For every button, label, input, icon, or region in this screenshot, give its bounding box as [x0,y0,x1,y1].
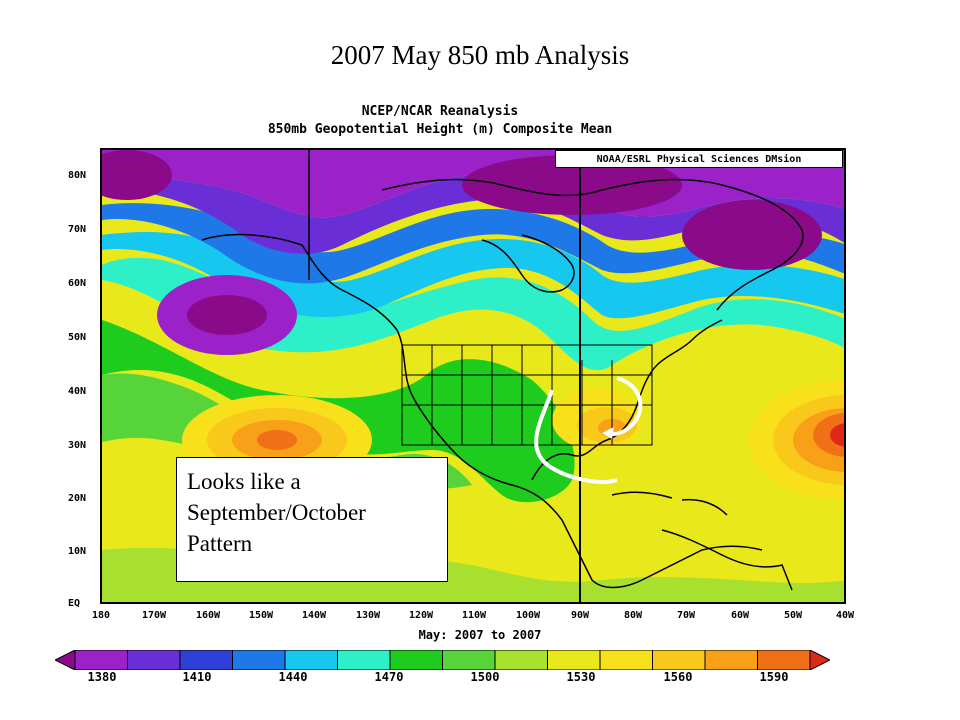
hudson-bay-coastline [481,234,575,293]
lon-label-120w: 120W [408,610,434,621]
data-credit: NOAA/ESRL Physical Sciences DMsion [555,150,843,168]
colorbar-swatch [179,650,233,670]
lon-label-50w: 50W [783,610,803,621]
lat-label-10n: 10N [68,546,87,557]
colorbar-swatch [74,650,128,670]
annotation-line-1: Looks like a [187,469,301,494]
lon-label-150w: 150W [248,610,274,621]
lat-label-eq: EQ [68,598,81,609]
colorbar-swatch [704,650,758,670]
lon-label-70w: 70W [676,610,696,621]
lon-label-180: 180 [91,610,111,621]
annotation-box: Looks like a September/October Pattern [176,457,448,582]
polar-low-center [462,155,682,215]
map-header-source: NCEP/NCAR Reanalysis [361,104,519,119]
colorbar-swatches [55,650,830,670]
lon-label-140w: 140W [301,610,327,621]
colorbar-swatch [337,650,391,670]
colorbar-label-1440: 1440 [278,670,308,684]
colorbar-label-1500: 1500 [470,670,500,684]
ridge-arrowhead [602,427,614,439]
colorbar-swatch [389,650,443,670]
lat-label-60n: 60N [68,278,87,289]
lon-label-110w: 110W [461,610,487,621]
colorbar-swatch [442,650,496,670]
colorbar-swatch [55,650,76,670]
us-state-boundaries [401,344,653,446]
lon-label-60w: 60W [730,610,750,621]
period-label: May: 2007 to 2007 [418,628,542,642]
lon-label-80w: 80W [623,610,643,621]
pacific-high-center [257,430,297,450]
arctic-coastline [381,178,804,311]
south-america-coastline [661,529,793,591]
colorbar-label-1560: 1560 [663,670,693,684]
colorbar-label-1530: 1530 [566,670,596,684]
us-states-outline [401,344,653,446]
annotation-line-3: Pattern [187,531,253,556]
colorbar-label-1380: 1380 [87,670,117,684]
labrador-low-center [682,200,822,270]
colorbar-swatch [284,650,338,670]
annotation-line-2: September/October [187,500,366,525]
colorbar-swatch [232,650,286,670]
colorbar-swatch [599,650,653,670]
violet-height-band [102,173,844,254]
lon-label-170w: 170W [141,610,167,621]
bermuda-high-core [813,413,844,457]
colorbar-label-1470: 1470 [374,670,404,684]
lat-label-40n: 40N [68,386,87,397]
coastlines [201,178,804,591]
lat-label-50n: 50N [68,332,87,343]
bermuda-high-center [830,423,844,447]
colorbar-swatch [652,650,706,670]
lat-label-20n: 20N [68,493,87,504]
caribbean-islands [611,491,728,516]
colorbar-swatch [494,650,548,670]
lat-label-80n: 80N [68,170,87,181]
lon-label-40w: 40W [835,610,855,621]
trough-arrow [534,389,618,484]
lon-label-160w: 160W [195,610,221,621]
colorbar-swatch [127,650,181,670]
gulf-of-alaska-low-center [187,295,267,335]
aqua-height-band [102,257,844,371]
blue-height-band [102,203,844,284]
lat-label-30n: 30N [68,440,87,451]
pacific-coastline [201,233,643,589]
lon-label-100w: 100W [515,610,541,621]
colorbar-swatch [547,650,601,670]
colorbar-swatch [809,650,830,670]
colorbar-swatch [757,650,811,670]
colorbar [55,650,830,670]
lat-label-70n: 70N [68,224,87,235]
slide-title: 2007 May 850 mb Analysis [330,40,630,70]
map-header-variable: 850mb Geopotential Height (m) Composite … [267,122,613,137]
lon-label-90w: 90W [570,610,590,621]
colorbar-label-1410: 1410 [182,670,212,684]
lon-label-130w: 130W [355,610,381,621]
central-america-coastline [641,545,763,581]
northwest-low-center [102,150,172,200]
colorbar-label-1590: 1590 [759,670,789,684]
